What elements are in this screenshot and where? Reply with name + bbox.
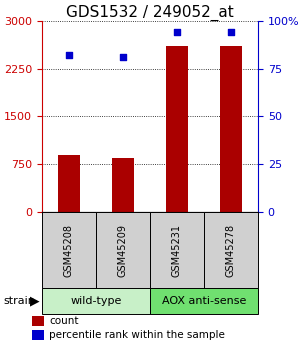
Text: percentile rank within the sample: percentile rank within the sample [49,330,225,339]
Bar [166,46,188,212]
Text: GSM45231: GSM45231 [172,224,182,277]
Bar [112,158,134,212]
Text: strain: strain [3,296,35,306]
Bar [42,288,150,314]
Point [175,29,179,35]
Bar [204,212,258,288]
Point [229,29,233,35]
Text: count: count [49,316,78,326]
Point [121,54,125,60]
Bar [150,212,204,288]
Bar [42,212,96,288]
Title: GDS1532 / 249052_at: GDS1532 / 249052_at [66,4,234,21]
Bar [58,155,80,212]
Bar [32,316,44,326]
Text: AOX anti-sense: AOX anti-sense [162,296,246,306]
Bar [32,330,44,339]
Text: GSM45278: GSM45278 [226,224,236,277]
Bar [96,212,150,288]
Text: ▶: ▶ [30,295,39,307]
Text: GSM45208: GSM45208 [64,224,74,277]
Point [67,52,71,58]
Text: GSM45209: GSM45209 [118,224,128,277]
Bar [220,46,242,212]
Bar [150,288,258,314]
Text: wild-type: wild-type [70,296,122,306]
